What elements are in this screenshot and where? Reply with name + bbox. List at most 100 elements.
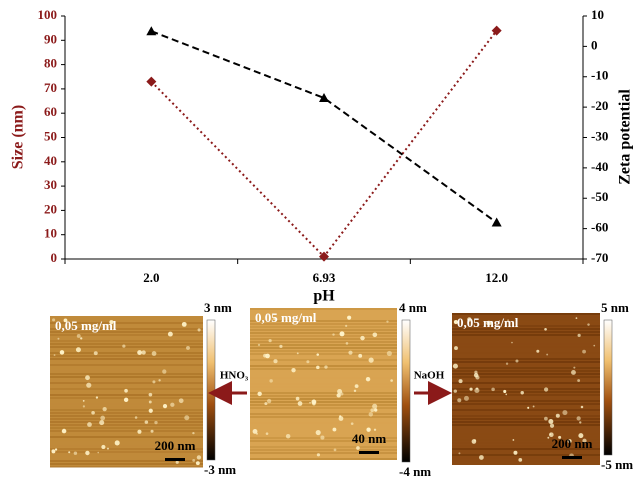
scan-line xyxy=(452,400,600,402)
particle xyxy=(291,367,296,373)
scan-line xyxy=(50,436,203,438)
particle xyxy=(582,438,587,443)
scan-line xyxy=(250,398,397,400)
particle xyxy=(372,332,378,338)
scan-line xyxy=(452,322,600,324)
scan-line xyxy=(250,419,397,421)
scan-line xyxy=(452,397,600,399)
particle xyxy=(368,412,374,417)
x-tick-label: 6.93 xyxy=(313,270,336,285)
particle xyxy=(144,420,149,424)
scan-line xyxy=(250,380,397,382)
series-line xyxy=(150,30,498,224)
particle xyxy=(458,379,463,384)
data-point xyxy=(491,217,502,227)
particle xyxy=(54,448,58,451)
y-tick-label: 50 xyxy=(44,128,57,143)
particle xyxy=(73,451,78,455)
scan-line xyxy=(50,367,203,369)
particle xyxy=(158,379,161,382)
particle xyxy=(134,416,138,419)
scan-line xyxy=(50,331,203,333)
particle xyxy=(368,357,374,363)
scan-line xyxy=(250,386,397,388)
scan-line xyxy=(250,335,397,337)
particle xyxy=(311,399,317,405)
y2-tick-label: -40 xyxy=(591,159,608,174)
y-tick-label: 100 xyxy=(38,7,58,22)
scan-line xyxy=(452,457,600,459)
particle xyxy=(582,349,586,354)
scan-line xyxy=(250,377,397,379)
particle xyxy=(562,410,568,416)
particle xyxy=(333,448,337,452)
particle xyxy=(93,351,98,356)
scan-line xyxy=(452,430,600,432)
particle xyxy=(475,387,479,390)
scan-line xyxy=(50,379,203,381)
scan-line xyxy=(50,349,203,351)
particle xyxy=(320,435,325,440)
scan-line xyxy=(50,451,203,453)
particle xyxy=(316,353,320,356)
scan-line xyxy=(50,463,203,465)
particle xyxy=(264,402,268,406)
scan-line xyxy=(250,368,397,370)
particle xyxy=(373,428,377,431)
scan-line xyxy=(50,322,203,324)
particle xyxy=(339,415,342,418)
scan-line xyxy=(452,421,600,423)
scan-line xyxy=(250,356,397,358)
particle xyxy=(148,408,153,413)
scan-line xyxy=(50,346,203,348)
scan-line xyxy=(250,311,397,313)
particle xyxy=(106,447,109,450)
particle xyxy=(577,379,581,382)
particle xyxy=(195,461,200,466)
scan-line xyxy=(250,359,397,361)
scan-line xyxy=(50,316,203,318)
particle xyxy=(547,436,550,439)
scan-line xyxy=(452,316,600,318)
particle xyxy=(558,435,562,439)
scan-line xyxy=(50,343,203,345)
particle xyxy=(354,384,359,389)
particle xyxy=(345,342,349,345)
scan-line xyxy=(452,445,600,447)
scan-line xyxy=(50,442,203,444)
particle xyxy=(332,427,337,432)
particle xyxy=(360,335,365,341)
particle xyxy=(473,372,479,378)
particle xyxy=(151,351,157,356)
y2-tick-label: -10 xyxy=(591,68,608,83)
particle xyxy=(527,406,530,409)
particle xyxy=(386,350,392,357)
scan-line xyxy=(452,364,600,366)
particle xyxy=(148,392,153,397)
scan-line xyxy=(452,391,600,393)
colorbar-min: -3 nm xyxy=(204,462,236,477)
particle xyxy=(365,376,371,382)
scale-bar xyxy=(165,458,185,461)
scan-line xyxy=(50,340,203,342)
y2-tick-label: -20 xyxy=(591,98,608,113)
scan-line xyxy=(50,448,203,450)
scan-line xyxy=(250,407,397,409)
y-tick-label: 90 xyxy=(44,31,57,46)
y2-axis-title: Zeta potential xyxy=(617,89,634,185)
particle xyxy=(579,421,582,424)
particle xyxy=(184,415,190,421)
scan-line xyxy=(250,365,397,367)
particle xyxy=(80,337,83,340)
arrow-label: NaOH xyxy=(414,370,445,382)
scan-line xyxy=(250,455,397,457)
particle xyxy=(479,455,484,460)
y2-tick-label: -30 xyxy=(591,128,608,143)
particle xyxy=(507,319,510,322)
series-line xyxy=(150,29,498,259)
particle xyxy=(162,404,168,409)
scan-line xyxy=(250,449,397,451)
particle xyxy=(152,380,156,384)
particle xyxy=(370,408,375,413)
scan-line xyxy=(250,314,397,316)
